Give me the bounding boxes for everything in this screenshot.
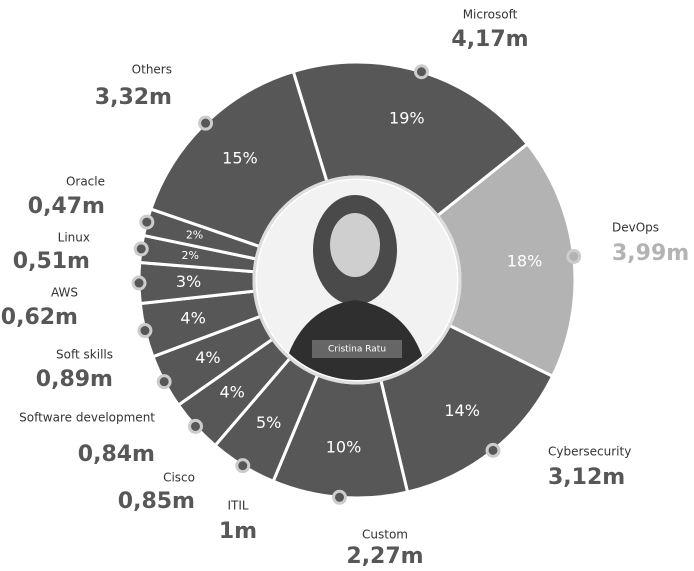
slice-amount: 4,17m — [451, 27, 528, 52]
slice-marker — [190, 420, 202, 432]
slice-marker — [141, 216, 153, 228]
slice-marker — [568, 250, 580, 262]
slice-marker — [415, 66, 427, 78]
slice-name: Software development — [19, 411, 155, 425]
slice-name: Microsoft — [463, 8, 518, 22]
slice-amount: 0,51m — [13, 249, 90, 274]
slice-name: ITIL — [227, 499, 248, 513]
slice-percent: 5% — [256, 413, 281, 432]
slice-marker — [487, 444, 499, 456]
slice-amount: 0,84m — [78, 442, 155, 467]
slice-marker — [133, 277, 145, 289]
slice-marker — [158, 376, 170, 388]
slice-name: Cybersecurity — [548, 445, 631, 459]
slice-percent: 14% — [444, 401, 480, 420]
slice-percent: 18% — [507, 251, 543, 270]
slice-amount: 0,47m — [28, 194, 105, 219]
slice-amount: 1m — [219, 519, 257, 544]
slice-marker — [200, 117, 212, 129]
slice-name: Others — [132, 63, 172, 77]
slice-percent: 10% — [326, 437, 362, 456]
slice-percent: 2% — [181, 249, 198, 262]
slice-amount: 3,32m — [95, 85, 172, 110]
slice-percent: 4% — [180, 309, 205, 328]
slice-name: Oracle — [66, 175, 105, 189]
chart: Cristina Ratu 19% Microsoft 4,17m 18% DevOps… — [0, 0, 694, 571]
slice-name: Linux — [58, 231, 90, 245]
slice-amount: 0,89m — [36, 367, 113, 392]
slice-marker — [135, 243, 147, 255]
slice-name: AWS — [51, 286, 78, 300]
slice-name: Soft skills — [56, 348, 113, 362]
slice-percent: 4% — [219, 383, 244, 402]
slice-marker — [334, 491, 346, 503]
center-caption: Cristina Ratu — [328, 345, 386, 355]
slice-percent: 15% — [222, 148, 258, 167]
slice-name: DevOps — [612, 221, 659, 235]
slice-name: Cisco — [163, 471, 195, 485]
slice-amount: 0,85m — [118, 489, 195, 514]
slice-amount: 2,27m — [346, 544, 423, 569]
slice-marker — [139, 325, 151, 337]
slice-amount: 3,12m — [548, 465, 625, 490]
slice-percent: 4% — [195, 348, 220, 367]
slice-marker — [237, 460, 249, 472]
slice-percent: 2% — [186, 228, 203, 241]
slice-amount: 3,99m — [612, 241, 689, 266]
slice-name: Custom — [362, 528, 408, 542]
slice-percent: 19% — [389, 109, 425, 128]
slice-percent: 3% — [176, 272, 201, 291]
slice-amount: 0,62m — [1, 305, 78, 330]
